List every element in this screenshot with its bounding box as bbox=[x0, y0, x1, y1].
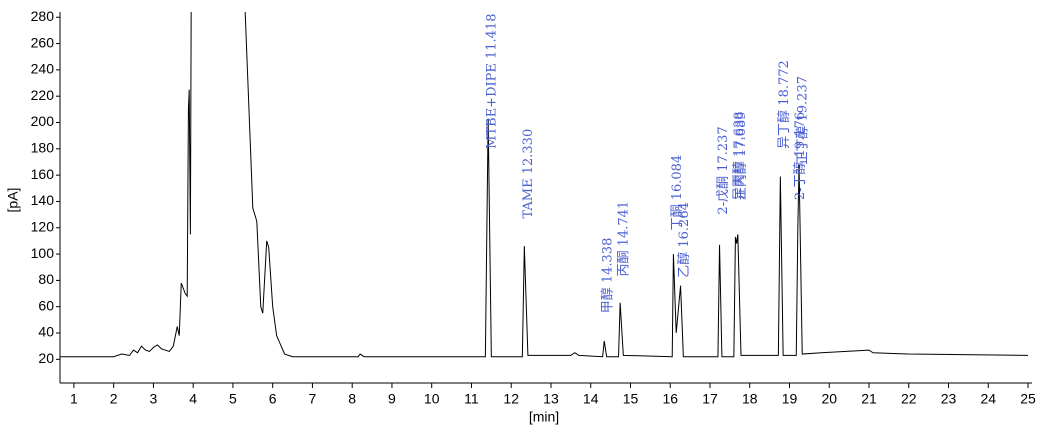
y-tick-label: 260 bbox=[31, 34, 55, 50]
x-tick-label: 13 bbox=[543, 391, 559, 407]
y-tick-label: 100 bbox=[31, 245, 55, 261]
x-tick-label: 6 bbox=[269, 391, 277, 407]
y-tick-label: 200 bbox=[31, 113, 55, 129]
x-tick-label: 12 bbox=[503, 391, 519, 407]
x-tick-label: 22 bbox=[901, 391, 917, 407]
y-tick-label: 160 bbox=[31, 166, 55, 182]
x-tick-label: 9 bbox=[388, 391, 396, 407]
peak-label: 异丙醇 17.638 bbox=[731, 112, 747, 201]
x-tick-label: 24 bbox=[980, 391, 996, 407]
x-tick-label: 19 bbox=[782, 391, 798, 407]
y-tick-label: 180 bbox=[31, 140, 55, 156]
y-tick-label: 240 bbox=[31, 61, 55, 77]
y-tick-label: 20 bbox=[38, 350, 54, 366]
x-tick-label: 25 bbox=[1020, 391, 1036, 407]
y-tick-label: 140 bbox=[31, 192, 55, 208]
peak-label: 异丁醇 18.772 bbox=[776, 60, 792, 149]
x-tick-label: 14 bbox=[583, 391, 599, 407]
y-tick-label: 60 bbox=[38, 297, 54, 313]
peak-label: 乙醇 16.264 bbox=[676, 202, 692, 278]
x-tick-label: 3 bbox=[150, 391, 158, 407]
y-tick-label: 40 bbox=[38, 324, 54, 340]
peak-label: 丙酮 14.741 bbox=[617, 201, 632, 277]
x-tick-label: 8 bbox=[348, 391, 356, 407]
peak-label: 甲醇 14.338 bbox=[600, 238, 616, 314]
peak-label: 2-丁醇 19.176 bbox=[792, 112, 808, 200]
y-tick-label: 280 bbox=[31, 8, 55, 24]
peak-label: TAME 12.330 bbox=[521, 129, 536, 219]
peak-label: MTBE+DIPE 11.418 bbox=[485, 13, 500, 148]
y-tick-label: 80 bbox=[38, 271, 54, 287]
x-tick-label: 1 bbox=[70, 391, 78, 407]
peak-label: 正丁醇 19.237 bbox=[794, 76, 810, 165]
x-tick-label: 16 bbox=[662, 391, 678, 407]
x-tick-label: 11 bbox=[464, 391, 479, 407]
peak-label: 丁酮 16.084 bbox=[670, 155, 685, 231]
plot-area bbox=[60, 12, 1029, 358]
x-tick-label: 10 bbox=[424, 391, 440, 407]
y-axis-label: [pA] bbox=[5, 188, 21, 213]
x-tick-label: 7 bbox=[309, 391, 317, 407]
peak-label: 正丙醇 17.689 bbox=[733, 112, 749, 201]
x-tick-label: 15 bbox=[623, 391, 639, 407]
x-tick-label: 20 bbox=[821, 391, 837, 407]
y-tick-label: 220 bbox=[31, 87, 55, 103]
x-tick-label: 21 bbox=[861, 391, 877, 407]
x-tick-label: 23 bbox=[941, 391, 957, 407]
y-tick-label: 120 bbox=[31, 218, 55, 234]
x-tick-label: 4 bbox=[189, 391, 197, 407]
x-tick-label: 18 bbox=[742, 391, 758, 407]
x-tick-label: 5 bbox=[229, 391, 237, 407]
x-axis-label: [min] bbox=[529, 409, 559, 425]
trace bbox=[60, 12, 1029, 358]
x-tick-label: 17 bbox=[702, 391, 718, 407]
peak-label: 2-戊酮 17.237 bbox=[716, 126, 731, 214]
x-tick-label: 2 bbox=[110, 391, 118, 407]
